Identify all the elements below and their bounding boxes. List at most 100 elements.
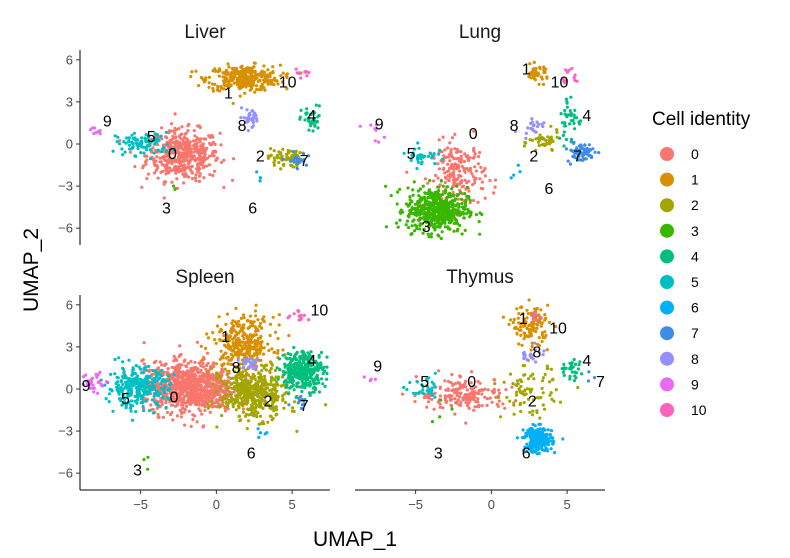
point (191, 155, 195, 159)
point (436, 216, 440, 220)
point (146, 172, 151, 176)
point (249, 78, 253, 82)
point (262, 315, 266, 319)
point (245, 108, 249, 112)
point (413, 400, 417, 404)
point (317, 390, 322, 394)
point (153, 400, 157, 404)
point (485, 403, 489, 407)
point (541, 403, 545, 407)
point (218, 131, 222, 135)
point (565, 70, 570, 74)
point (456, 177, 460, 181)
point (281, 348, 285, 352)
panel-title: Spleen (175, 267, 234, 288)
point (450, 404, 454, 408)
point (476, 162, 480, 166)
point (423, 203, 427, 208)
point (204, 367, 208, 371)
point (271, 416, 275, 420)
point (202, 176, 206, 180)
point (235, 80, 239, 84)
point (537, 143, 541, 148)
point (453, 412, 457, 416)
point (532, 67, 536, 71)
point (534, 66, 538, 71)
point (450, 136, 455, 140)
point (171, 392, 175, 396)
point (129, 409, 133, 413)
point (515, 331, 519, 335)
point (519, 409, 523, 413)
point (299, 108, 303, 112)
point (428, 151, 432, 155)
point (245, 427, 249, 431)
point (178, 408, 182, 412)
point (427, 210, 431, 214)
point (449, 380, 453, 385)
point (299, 356, 303, 360)
point (187, 142, 191, 146)
point (468, 198, 472, 203)
point (84, 373, 88, 377)
point (247, 340, 251, 345)
point (140, 185, 144, 189)
point (154, 359, 158, 363)
point (170, 387, 174, 391)
point (127, 358, 131, 362)
point (259, 375, 264, 379)
point (287, 392, 291, 396)
point (247, 365, 251, 369)
point (154, 137, 158, 141)
point (175, 403, 179, 407)
point (260, 317, 265, 321)
point (156, 394, 160, 398)
point (162, 154, 166, 158)
point (213, 338, 217, 342)
point (384, 225, 389, 229)
point (418, 223, 422, 227)
cluster-label-9: 9 (103, 114, 112, 131)
point (180, 373, 184, 377)
point (422, 227, 426, 231)
point (185, 145, 189, 149)
point (96, 373, 100, 377)
point (474, 169, 478, 173)
point (477, 403, 481, 407)
point (564, 97, 569, 101)
point (138, 385, 142, 389)
point (215, 425, 219, 429)
point (164, 172, 168, 176)
point (177, 398, 181, 402)
point (410, 153, 414, 157)
point (260, 87, 264, 92)
point (430, 208, 434, 212)
point (180, 125, 184, 129)
point (526, 377, 531, 381)
point (197, 158, 201, 162)
cluster-label-5: 5 (121, 391, 130, 408)
point (572, 113, 576, 117)
cluster-label-6: 6 (544, 181, 553, 198)
point (446, 162, 450, 166)
point (221, 356, 225, 360)
point (115, 140, 119, 144)
point (508, 372, 513, 376)
point (569, 119, 574, 123)
point (217, 402, 221, 406)
point (134, 137, 138, 142)
point (591, 147, 595, 151)
point (563, 108, 567, 113)
point (584, 148, 588, 152)
point (269, 82, 274, 86)
point (538, 67, 542, 71)
cluster-7-points (281, 150, 311, 171)
point (231, 101, 235, 105)
point (237, 414, 241, 418)
point (258, 431, 262, 435)
point (211, 331, 215, 335)
point (443, 189, 448, 193)
point (269, 147, 273, 151)
point (433, 395, 437, 399)
